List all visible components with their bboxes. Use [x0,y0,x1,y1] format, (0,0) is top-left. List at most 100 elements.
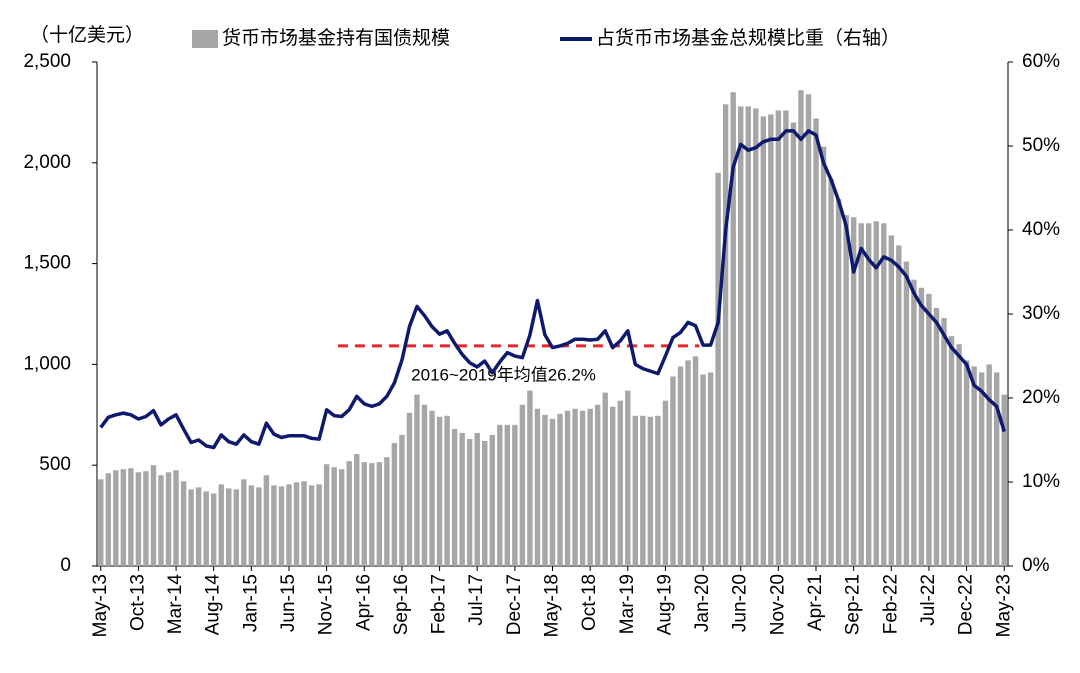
bar [384,457,390,566]
bar [173,470,179,566]
bar [354,454,360,566]
x-tick-label: Nov-20 [767,574,788,635]
bar [195,487,202,566]
bar [753,108,759,567]
y-tick-label: 500 [39,454,71,475]
bar [677,366,684,566]
bar [911,279,917,566]
bar [218,484,224,566]
x-tick-label: Nov-15 [316,574,337,635]
bar [625,390,631,566]
reference-label: 2016~2019年均值26.2% [411,365,596,384]
bar [850,217,857,566]
bar [685,360,691,566]
y-unit-label: （十亿美元） [30,24,144,46]
bar [617,400,623,566]
bar [835,199,842,566]
bar [888,235,895,566]
bar [692,356,699,566]
x-tick-label: Aug-19 [654,574,675,635]
x-tick-label: Feb-17 [429,574,450,634]
bar [233,489,239,566]
bar [135,472,142,566]
x-tick-label: Dec-17 [504,574,525,635]
bar [414,394,420,566]
bar [587,408,593,566]
legend-swatch-bar [192,30,218,48]
bar [489,434,495,566]
x-tick-label: Sep-16 [391,574,412,635]
bar [128,468,134,566]
bar [933,307,940,566]
x-tick-label: Jan-20 [692,574,713,632]
bar [210,493,217,566]
bar [331,467,337,566]
x-tick-label: Apr-21 [805,574,826,631]
y2-tick-label: 0% [1022,555,1050,576]
bar [632,415,639,566]
bar [293,482,300,566]
bar [866,223,872,566]
y-tick-label: 2,000 [23,152,71,173]
bar [858,223,864,566]
bar [301,481,307,566]
x-tick-label: May-13 [90,574,111,637]
bar [256,487,262,566]
x-tick-label: Jun-20 [730,574,751,632]
bar [564,410,571,566]
bar [406,412,413,566]
bar [971,366,977,566]
bar [549,418,556,566]
x-tick-label: Jun-15 [278,574,299,632]
bar [828,178,834,567]
bar [459,432,465,566]
x-tick-label: Jul-17 [466,574,487,626]
bar [783,110,789,566]
bar [843,215,849,566]
bar [180,481,187,566]
bar [594,404,601,566]
bar [226,488,232,566]
x-tick-label: Apr-16 [353,574,374,631]
bar [346,461,352,566]
bar [527,390,533,566]
bar [760,116,767,566]
bar [903,261,910,566]
bar [768,114,774,566]
bar [203,491,209,566]
bar [512,424,518,566]
y2-tick-label: 20% [1022,387,1060,408]
bar [482,441,488,566]
bar [316,484,322,566]
bar [948,336,955,566]
bar [963,360,970,566]
bar [670,376,676,566]
bar [444,415,450,566]
bar [466,438,473,566]
bar [399,434,405,566]
bar [188,489,194,566]
bar [738,106,744,567]
x-tick-label: Mar-14 [165,574,186,635]
bar [896,245,902,566]
bar [640,415,646,566]
bar [474,432,480,566]
bar [730,92,736,567]
x-tick-label: Feb-22 [880,574,901,634]
bar [158,475,164,566]
bar [436,416,443,566]
bar [1001,394,1007,566]
bar [519,404,526,566]
bar [820,146,827,566]
x-tick-label: Dec-22 [956,574,977,635]
bar [610,406,616,566]
bar [143,471,149,566]
bar [98,479,104,566]
bar [534,408,541,566]
bar [873,221,879,567]
bar [956,344,962,566]
bar [248,485,255,566]
bar [105,473,112,566]
bar [707,372,714,566]
bar [150,465,157,566]
